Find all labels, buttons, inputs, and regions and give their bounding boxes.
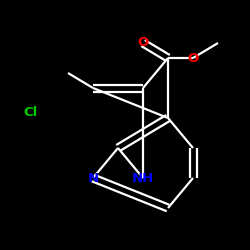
Text: Cl: Cl (23, 106, 37, 118)
Text: N: N (88, 172, 99, 184)
Text: O: O (138, 36, 148, 50)
Text: NH: NH (132, 172, 154, 184)
Text: O: O (188, 52, 198, 64)
